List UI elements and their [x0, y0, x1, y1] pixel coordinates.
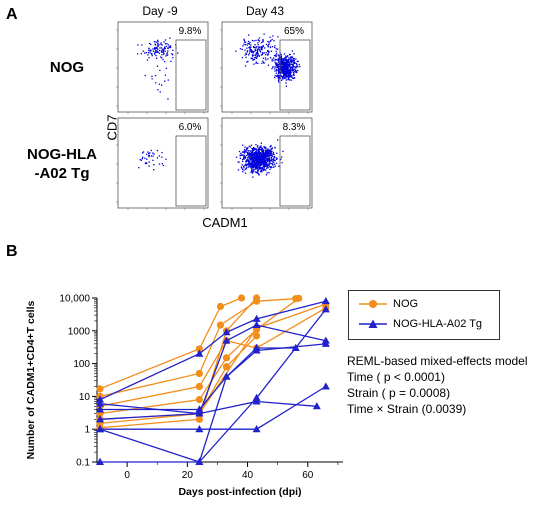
- flow-plot-hla-day-minus-9: [116, 117, 209, 210]
- column-title-day-43: Day 43: [245, 4, 285, 18]
- hla-data-point: [195, 457, 204, 465]
- flow-plot-nog-day-minus-9: [116, 21, 209, 114]
- nog-data-point: [96, 385, 104, 393]
- hla-data-point: [252, 314, 261, 322]
- nog-data-point: [216, 321, 225, 329]
- x-tick-label: 0: [124, 470, 130, 481]
- legend-circle-icon: [359, 300, 387, 308]
- nog-data-point: [222, 354, 231, 362]
- y-tick-label: 10: [79, 392, 91, 403]
- row-label-nog-hla-a02: NOG-HLA -A02 Tg: [27, 146, 97, 182]
- stats-title: REML-based mixed-effects model: [347, 354, 528, 368]
- legend-label-hla: NOG-HLA-A02 Tg: [393, 318, 483, 330]
- flow-plot-frame: [221, 21, 313, 113]
- nog-data-point: [252, 294, 261, 302]
- row-label-nog: NOG: [49, 59, 85, 76]
- gate-percent-hla-day-43: 8.3%: [282, 122, 306, 133]
- hla-data-point: [321, 305, 330, 313]
- y-tick-label: 1: [84, 425, 90, 436]
- hla-data-point: [96, 457, 105, 465]
- gate-rectangle: [175, 39, 207, 111]
- hla-data-point: [312, 402, 321, 410]
- hla-data-point: [321, 296, 330, 305]
- legend-item-nog: NOG: [359, 298, 418, 310]
- nog-data-point: [195, 395, 203, 404]
- hla-data-point: [195, 425, 204, 433]
- stats-block: REML-based mixed-effects model Time ( p …: [347, 353, 528, 417]
- panel-a-letter: A: [6, 6, 18, 23]
- stats-strain: Strain ( p = 0.0008): [347, 386, 451, 400]
- flow-plot-grid: [116, 21, 313, 210]
- hla-data-point: [321, 339, 330, 347]
- chart-legend: NOG NOG-HLA-A02 Tg: [348, 290, 500, 340]
- nog-data-point: [237, 294, 246, 302]
- hla-data-point: [96, 399, 105, 407]
- hla-data-point: [96, 415, 105, 423]
- nog-data-point: [195, 345, 203, 353]
- hla-data-point: [222, 336, 231, 344]
- series-1-line-6: [99, 308, 327, 463]
- y-axis-title: Number of CADM1+CD4+T cells: [25, 300, 37, 459]
- flow-plot-frame: [221, 117, 313, 209]
- series-1-line-5: [100, 343, 326, 463]
- series-1-line-4: [99, 400, 317, 415]
- flow-x-axis-label: CADM1: [202, 215, 248, 230]
- y-tick-label: 0.1: [76, 458, 90, 469]
- hla-data-point: [195, 405, 204, 413]
- x-tick-label: 40: [242, 470, 254, 481]
- series-0-line-5: [99, 303, 327, 425]
- legend-label-nog: NOG: [393, 298, 419, 310]
- flow-plot-hla-day-43: [220, 117, 313, 210]
- series-0-line-0: [99, 297, 242, 390]
- x-tick-label: 60: [302, 470, 314, 481]
- legend-triangle-icon: [359, 319, 387, 328]
- hla-data-point: [252, 320, 261, 329]
- gate-rectangle: [279, 135, 311, 207]
- nog-data-point: [195, 415, 203, 423]
- hla-data-point: [252, 346, 261, 354]
- gate-percent-nog-day-minus-9: 9.8%: [178, 26, 202, 37]
- gate-rectangle: [279, 39, 311, 111]
- flow-plot-nog-day-43: [220, 21, 313, 114]
- panel-b-letter: B: [6, 243, 18, 260]
- stats-time: Time ( p < 0.0001): [347, 370, 445, 384]
- hla-data-point: [252, 425, 261, 433]
- gate-rectangle: [175, 135, 207, 207]
- column-title-day-minus-9: Day -9: [142, 4, 178, 18]
- y-tick-label: 10,000: [59, 294, 90, 305]
- x-axis-title: Days post-infection (dpi): [178, 486, 301, 498]
- nog-data-point: [195, 369, 203, 378]
- hla-data-point: [222, 328, 231, 336]
- gate-percent-hla-day-minus-9: 6.0%: [178, 122, 202, 133]
- hla-data-point: [96, 395, 105, 403]
- series-1-line-2: [99, 324, 326, 420]
- hla-data-point: [195, 349, 204, 357]
- series-0-line-6: [99, 297, 258, 429]
- stats-interaction: Time × Strain (0.0039): [347, 402, 467, 416]
- flow-plot-frame: [117, 21, 209, 113]
- y-tick-label: 1000: [68, 326, 91, 337]
- nog-data-point: [216, 302, 225, 311]
- hla-data-point: [96, 405, 105, 413]
- legend-item-hla: NOG-HLA-A02 Tg: [359, 318, 482, 330]
- hla-data-point: [195, 409, 204, 417]
- hla-data-point: [252, 393, 261, 401]
- hla-data-point: [96, 425, 105, 433]
- x-tick-label: 20: [182, 470, 194, 481]
- gate-percent-nog-day-43: 65%: [283, 26, 304, 37]
- hla-data-point: [321, 382, 330, 390]
- hla-data-point: [222, 372, 231, 380]
- nog-data-point: [222, 363, 231, 371]
- nog-data-point: [195, 382, 203, 391]
- line-chart: 0.1 1 10 100 1000 10,000 0 20 40 60 Number of CAD…: [25, 294, 343, 498]
- nog-data-point: [252, 332, 261, 340]
- flow-plot-frame: [117, 117, 209, 209]
- y-tick-label: 100: [73, 359, 90, 370]
- nog-data-point: [295, 294, 303, 302]
